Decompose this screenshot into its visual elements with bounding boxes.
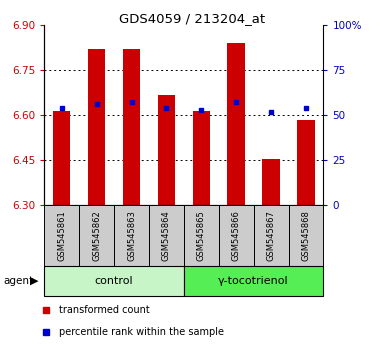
Bar: [297, 120, 315, 205]
Bar: [184, 205, 219, 266]
Text: GDS4059 / 213204_at: GDS4059 / 213204_at: [119, 12, 266, 25]
Bar: [192, 110, 210, 205]
Bar: [228, 43, 245, 205]
Text: transformed count: transformed count: [59, 305, 150, 315]
Text: GSM545862: GSM545862: [92, 210, 101, 261]
Bar: [44, 205, 79, 266]
Bar: [123, 49, 140, 205]
Text: agent: agent: [4, 275, 34, 286]
Text: GSM545865: GSM545865: [197, 210, 206, 261]
Text: GSM545868: GSM545868: [301, 210, 310, 261]
Bar: [288, 205, 323, 266]
Bar: [44, 266, 184, 296]
Bar: [262, 159, 280, 205]
Bar: [158, 96, 175, 205]
Text: GSM545867: GSM545867: [266, 210, 276, 261]
Text: control: control: [95, 275, 133, 286]
Text: percentile rank within the sample: percentile rank within the sample: [59, 327, 224, 337]
Bar: [149, 205, 184, 266]
Text: ▶: ▶: [30, 275, 39, 286]
Text: GSM545866: GSM545866: [232, 210, 241, 261]
Text: GSM545861: GSM545861: [57, 210, 66, 261]
Bar: [254, 205, 288, 266]
Bar: [53, 110, 70, 205]
Text: GSM545863: GSM545863: [127, 210, 136, 261]
Text: GSM545864: GSM545864: [162, 210, 171, 261]
Bar: [88, 49, 105, 205]
Bar: [79, 205, 114, 266]
Text: γ-tocotrienol: γ-tocotrienol: [218, 275, 289, 286]
Bar: [184, 266, 323, 296]
Bar: [114, 205, 149, 266]
Bar: [219, 205, 254, 266]
